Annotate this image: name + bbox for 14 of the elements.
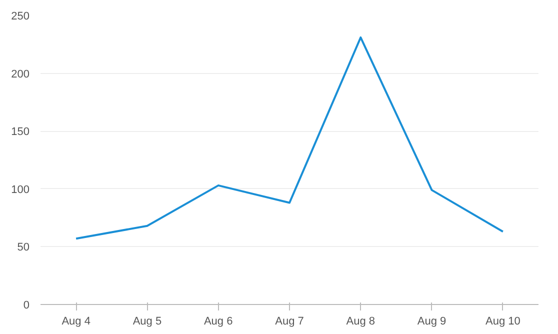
x-tick-label: Aug 10: [485, 316, 520, 328]
x-tick-label: Aug 9: [417, 316, 446, 328]
x-tick-label: Aug 7: [275, 316, 304, 328]
y-tick-label: 50: [17, 242, 30, 254]
x-tick-label: Aug 5: [132, 316, 162, 328]
y-tick-label: 100: [11, 184, 30, 196]
y-tick-label: 250: [11, 10, 30, 22]
line-series: [75, 36, 504, 240]
x-tick-label: Aug 8: [346, 316, 376, 328]
y-tick-label: 200: [11, 68, 30, 80]
x-tick-label: Aug 4: [62, 316, 90, 328]
x-tick-label: Aug 6: [204, 316, 233, 328]
y-tick-label: 0: [23, 300, 30, 312]
y-tick-label: 150: [11, 126, 30, 138]
